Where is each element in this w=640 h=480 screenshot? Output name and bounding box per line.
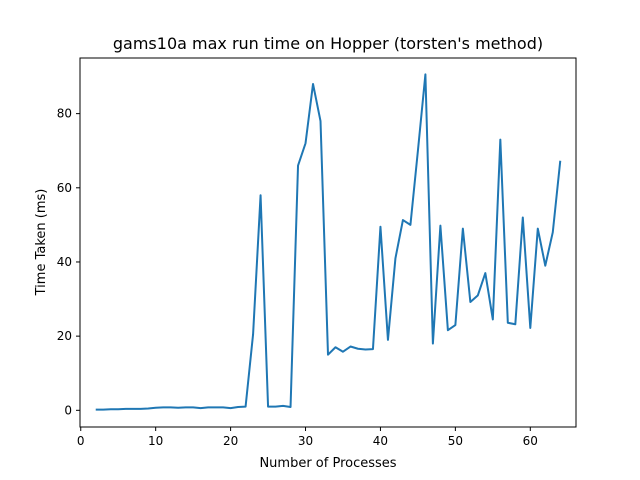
x-tick-label: 40: [373, 434, 388, 448]
y-tick-label: 20: [57, 329, 72, 343]
x-tick-label: 60: [523, 434, 538, 448]
chart-title: gams10a max run time on Hopper (torsten'…: [113, 34, 543, 53]
data-points: [95, 74, 561, 410]
x-tick-label: 50: [448, 434, 463, 448]
x-axis-ticks: 0 10 20 30 40 50 60: [77, 427, 538, 448]
y-tick-label: 80: [57, 107, 72, 121]
x-tick-label: 0: [77, 434, 85, 448]
y-tick-label: 60: [57, 181, 72, 195]
y-tick-label: 40: [57, 255, 72, 269]
x-tick-label: 30: [298, 434, 313, 448]
y-tick-label: 0: [64, 403, 72, 417]
plot-frame: [79, 57, 577, 428]
y-axis-label: Time Taken (ms): [34, 189, 49, 297]
y-axis-ticks: 0 20 40 60 80: [57, 107, 80, 417]
x-tick-label: 20: [223, 434, 238, 448]
series-line: [95, 73, 562, 411]
x-tick-label: 10: [148, 434, 163, 448]
x-axis-label: Number of Processes: [259, 456, 396, 471]
